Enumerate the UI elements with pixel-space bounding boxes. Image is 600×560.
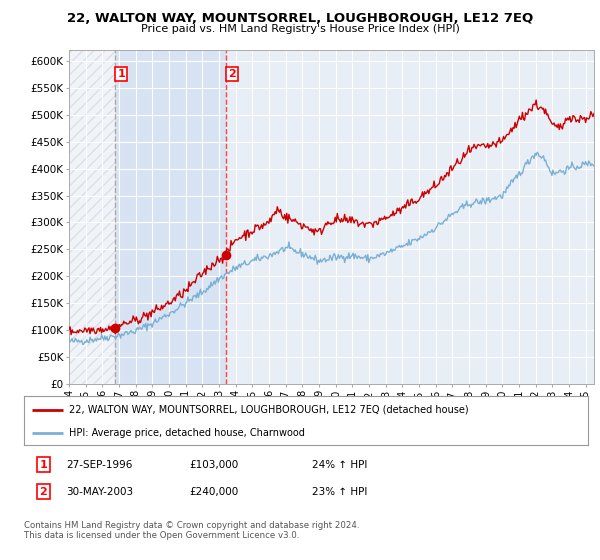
Text: 2: 2 [229, 69, 236, 79]
Bar [115, 50, 226, 384]
Text: 27-SEP-1996: 27-SEP-1996 [66, 460, 133, 470]
Text: 22, WALTON WAY, MOUNTSORREL, LOUGHBOROUGH, LE12 7EQ: 22, WALTON WAY, MOUNTSORREL, LOUGHBOROUG… [67, 12, 533, 25]
Text: Price paid vs. HM Land Registry's House Price Index (HPI): Price paid vs. HM Land Registry's House … [140, 24, 460, 34]
Text: HPI: Average price, detached house, Charnwood: HPI: Average price, detached house, Char… [69, 428, 305, 438]
Text: 30-MAY-2003: 30-MAY-2003 [66, 487, 133, 497]
Text: 24% ↑ HPI: 24% ↑ HPI [312, 460, 367, 470]
Text: 22, WALTON WAY, MOUNTSORREL, LOUGHBOROUGH, LE12 7EQ (detached house): 22, WALTON WAY, MOUNTSORREL, LOUGHBOROUG… [69, 405, 469, 415]
Text: £103,000: £103,000 [189, 460, 238, 470]
Text: 2: 2 [40, 487, 47, 497]
Text: £240,000: £240,000 [189, 487, 238, 497]
Text: Contains HM Land Registry data © Crown copyright and database right 2024.
This d: Contains HM Land Registry data © Crown c… [24, 521, 359, 540]
Text: 1: 1 [118, 69, 125, 79]
Bar [69, 50, 115, 384]
Text: 1: 1 [40, 460, 47, 470]
Text: 23% ↑ HPI: 23% ↑ HPI [312, 487, 367, 497]
